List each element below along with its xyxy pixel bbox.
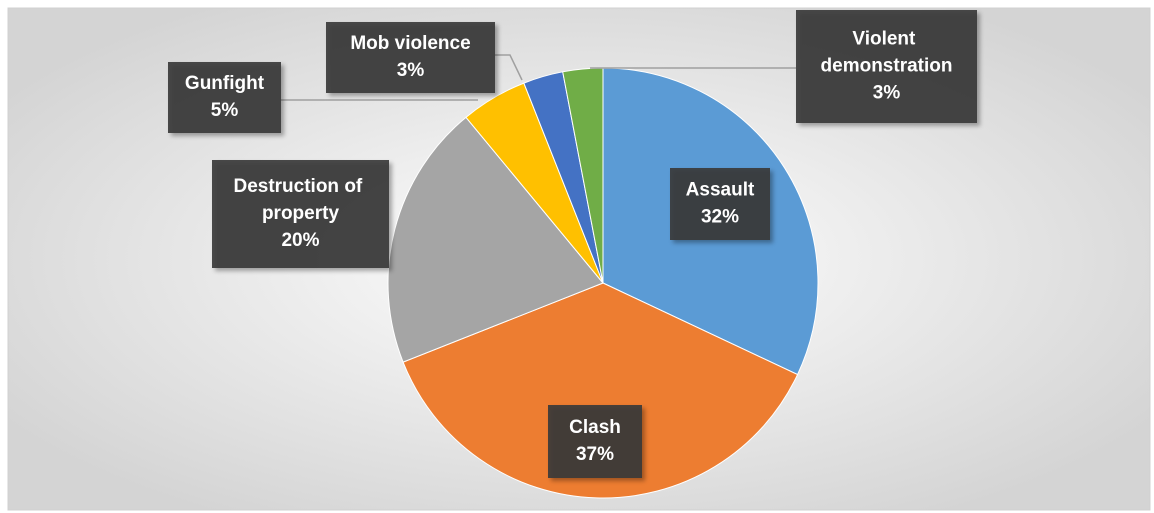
value-label: 20% [281,230,319,251]
value-label: 3% [397,60,425,81]
label-line: Assault [686,180,755,201]
label-line: Violent [852,29,920,50]
label-box [670,168,770,240]
pie-slice [402,282,799,499]
label-box [548,405,642,478]
value-label: 5% [211,100,239,121]
label-box [168,62,281,133]
value-label: 3% [873,83,901,104]
label-box [796,10,977,123]
category-label: Assault [686,180,755,201]
label-box [326,22,495,93]
label-line: Clash [569,417,621,438]
pie-slice [387,116,604,363]
label-line: demonstration [821,56,953,77]
category-label: Clash [569,417,621,438]
category-label: Violent demonstration [821,29,953,77]
category-label: Mob violence [350,33,470,54]
label-line: property [262,203,340,224]
label-line: Mob violence [350,33,470,54]
leader-line [495,54,523,81]
category-label: Destruction of property [233,176,367,224]
value-label: 37% [576,444,614,465]
category-label: Gunfight [185,73,265,94]
value-label: 32% [701,207,739,228]
label-box [212,160,389,268]
label-line: Destruction of [233,176,367,197]
label-line: Gunfight [185,73,265,94]
